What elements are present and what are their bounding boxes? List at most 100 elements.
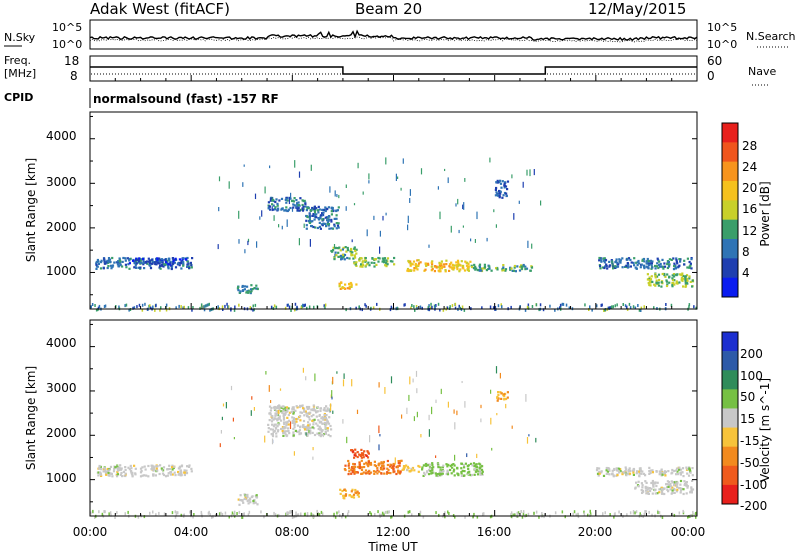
velocity-cell-2-215 <box>285 424 288 427</box>
power-cell-12-84 <box>684 279 687 282</box>
power-ground-203 <box>175 306 177 310</box>
velocity-ground-43 <box>673 513 676 517</box>
power-cell-12-26 <box>658 278 661 282</box>
power-cell-8-58 <box>457 261 460 264</box>
power-ground-84 <box>217 305 219 309</box>
velocity-cell-4-74 <box>360 466 364 469</box>
velocity-ground-57 <box>286 511 288 515</box>
power-cell-3-14 <box>283 209 286 212</box>
velocity-cell-2-221 <box>302 407 305 410</box>
power-sparse-36 <box>511 174 513 179</box>
power-cell-8-35 <box>467 262 470 266</box>
velocity-ground-207 <box>564 515 566 519</box>
velocity-ground-102 <box>472 515 474 519</box>
velocity-cell-3-21 <box>356 491 359 494</box>
velocity-ground-227 <box>694 512 697 515</box>
velocity-cell-0-40 <box>128 468 131 471</box>
power-ground-101 <box>591 308 593 312</box>
velocity-cbar-tick-50: 50 <box>740 390 755 404</box>
velocity-cell-0-39 <box>158 472 161 476</box>
velocity-cell-2-39 <box>324 418 327 421</box>
power-cell-11-36 <box>677 265 680 268</box>
power-cell-12-36 <box>684 276 687 279</box>
velocity-cell-9-126 <box>632 471 635 474</box>
power-cell-7-26 <box>364 260 367 263</box>
power-ground-215 <box>665 303 667 306</box>
velocity-ground-199 <box>193 513 195 516</box>
power-cell-10-26 <box>504 181 507 184</box>
power-ground-15 <box>148 304 150 308</box>
power-cell-0-35 <box>109 264 113 267</box>
velocity-cell-10-4 <box>685 492 688 495</box>
velocity-ground-115 <box>171 511 174 515</box>
x-tick-3: 12:00 <box>376 525 411 539</box>
power-ground-103 <box>96 308 99 312</box>
power-cell-11-170 <box>612 267 615 270</box>
power-cell-9-24 <box>504 268 508 271</box>
velocity-cell-2-127 <box>312 427 316 430</box>
power-cell-5-52 <box>353 246 356 249</box>
velocity-cell-4-77 <box>376 469 379 472</box>
velocity-cell-7-14 <box>450 472 453 475</box>
power-cell-4-117 <box>310 225 313 228</box>
power-cell-1-46 <box>136 258 139 261</box>
power-cell-8-104 <box>462 267 465 270</box>
power-cell-12-65 <box>680 277 683 280</box>
velocity-sparse-84 <box>308 429 310 433</box>
power-sparse-45 <box>310 164 312 171</box>
velocity-cell-7-62 <box>422 464 425 467</box>
velocity-cell-2-115 <box>298 429 301 432</box>
velocity-cell-10-99 <box>673 483 676 486</box>
power-cell-8-26 <box>431 260 434 263</box>
velocity-cell-10-112 <box>671 481 674 484</box>
power-cell-4-58 <box>321 214 324 217</box>
power-cell-1-63 <box>156 258 159 261</box>
velocity-cell-2-303 <box>283 430 286 433</box>
power-ground-237 <box>497 304 500 308</box>
velocity-cell-4-114 <box>397 461 400 465</box>
power-cell-12-3 <box>654 284 657 287</box>
velocity-cell-9-30 <box>663 471 666 474</box>
velocity-sparse-82 <box>302 367 304 373</box>
velocity-cell-2-231 <box>283 421 286 424</box>
velocity-sparse-89 <box>491 447 493 451</box>
velocity-cell-5-4 <box>354 448 357 451</box>
velocity-cell-9-45 <box>628 467 631 470</box>
power-ground-4 <box>527 306 530 310</box>
velocity-ground-150 <box>407 510 409 514</box>
velocity-cell-2-15 <box>281 426 284 429</box>
x-tick-2: 08:00 <box>275 525 310 539</box>
velocity-cell-9-107 <box>607 467 610 470</box>
power-ground-243 <box>481 306 483 310</box>
power-cell-9-43 <box>502 269 505 272</box>
velocity-ground-27 <box>200 510 203 514</box>
velocity-cell-2-305 <box>299 426 302 429</box>
power-sparse-4 <box>228 181 230 189</box>
velocity-cell-7-138 <box>449 465 452 468</box>
velocity-cell-0-164 <box>121 475 124 478</box>
power-ground-183 <box>191 308 193 312</box>
power-cell-1-22 <box>155 260 158 263</box>
power-cell-4-91 <box>327 224 330 227</box>
velocity-cell-5-22 <box>360 452 364 455</box>
power-cell-3-55 <box>274 208 277 211</box>
velocity-cell-7-124 <box>426 471 429 474</box>
power-cell-10-24 <box>503 184 506 187</box>
power-ground-240 <box>192 306 194 309</box>
power-cell-11-92 <box>640 263 643 266</box>
power-ground-232 <box>439 308 441 312</box>
power-cell-11-43 <box>599 265 602 268</box>
power-cell-1-61 <box>171 257 175 260</box>
velocity-cell-2-190 <box>286 409 289 413</box>
velocity-ground-228 <box>454 515 456 519</box>
power-ground-146 <box>94 304 96 307</box>
velocity-cell-2-126 <box>276 425 279 428</box>
power-ground-49 <box>549 304 551 308</box>
velocity-cell-10-24 <box>680 487 683 490</box>
velocity-cell-0-127 <box>186 465 189 468</box>
velocity-cell-10-93 <box>654 481 657 484</box>
velocity-ground-106 <box>101 512 104 516</box>
velocity-ground-220 <box>318 513 321 516</box>
velocity-cell-8-13 <box>500 397 503 400</box>
power-cell-8-99 <box>411 263 414 266</box>
